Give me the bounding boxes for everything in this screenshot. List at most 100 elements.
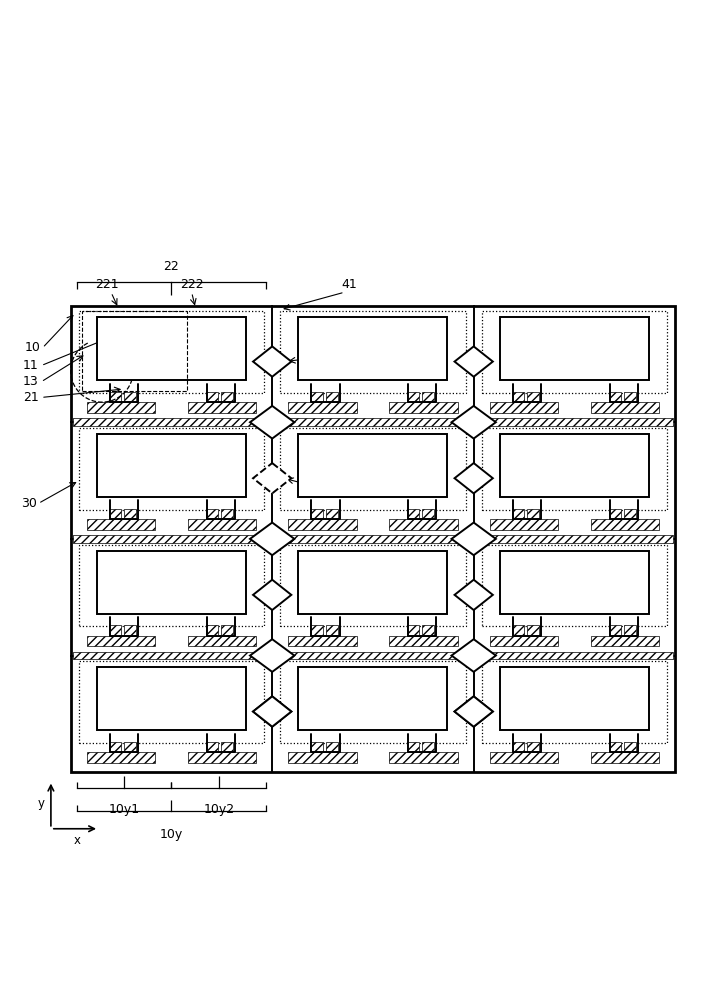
Text: 10y: 10y: [160, 828, 183, 841]
Bar: [407, 742, 419, 752]
Bar: [187, 519, 256, 530]
Bar: [624, 742, 636, 752]
Bar: [78, 428, 264, 510]
Bar: [481, 311, 667, 393]
Bar: [326, 509, 338, 519]
Bar: [221, 742, 233, 752]
Text: y: y: [37, 797, 45, 810]
Text: 22: 22: [163, 260, 180, 273]
Bar: [288, 752, 357, 763]
Bar: [500, 317, 649, 380]
Bar: [481, 428, 667, 510]
Text: 221: 221: [95, 278, 119, 291]
Polygon shape: [253, 696, 291, 727]
Bar: [280, 428, 466, 510]
Bar: [490, 636, 559, 646]
Polygon shape: [455, 696, 493, 727]
Bar: [422, 742, 434, 752]
Polygon shape: [455, 346, 493, 377]
Bar: [78, 545, 264, 626]
Bar: [310, 742, 322, 752]
Bar: [73, 535, 673, 543]
Bar: [481, 661, 667, 743]
Bar: [624, 392, 636, 402]
Text: 10y2: 10y2: [203, 803, 234, 816]
Polygon shape: [253, 463, 291, 493]
Text: 42: 42: [333, 486, 349, 499]
Bar: [280, 661, 466, 743]
Bar: [490, 752, 559, 763]
Bar: [490, 519, 559, 530]
Bar: [97, 317, 246, 380]
Bar: [78, 661, 264, 743]
Bar: [624, 625, 636, 636]
Polygon shape: [250, 406, 294, 439]
Bar: [71, 306, 675, 772]
Bar: [109, 742, 121, 752]
Bar: [310, 625, 322, 636]
Bar: [326, 625, 338, 636]
Bar: [512, 742, 524, 752]
Text: x: x: [74, 834, 81, 847]
Bar: [609, 509, 621, 519]
Bar: [512, 392, 524, 402]
Bar: [298, 667, 448, 730]
Bar: [389, 519, 457, 530]
Bar: [298, 551, 448, 614]
Bar: [590, 519, 659, 530]
Bar: [187, 752, 256, 763]
Bar: [527, 625, 539, 636]
Text: 13: 13: [23, 375, 39, 388]
Bar: [310, 509, 322, 519]
Bar: [87, 752, 156, 763]
Polygon shape: [253, 580, 291, 610]
Bar: [512, 625, 524, 636]
Bar: [422, 509, 434, 519]
Text: 21: 21: [23, 391, 39, 404]
Bar: [73, 418, 673, 426]
Bar: [124, 742, 136, 752]
Bar: [407, 625, 419, 636]
Bar: [109, 509, 121, 519]
Bar: [73, 652, 673, 659]
Text: 40: 40: [377, 341, 393, 354]
Bar: [310, 392, 322, 402]
Polygon shape: [452, 523, 496, 555]
Polygon shape: [452, 406, 496, 439]
Text: 10y1: 10y1: [109, 803, 140, 816]
Polygon shape: [253, 696, 291, 727]
Polygon shape: [455, 463, 493, 493]
Polygon shape: [250, 639, 294, 672]
Bar: [206, 509, 218, 519]
Bar: [389, 402, 457, 413]
Bar: [280, 311, 466, 393]
Bar: [527, 509, 539, 519]
Polygon shape: [253, 346, 291, 377]
Bar: [97, 551, 246, 614]
Bar: [590, 402, 659, 413]
Bar: [490, 402, 559, 413]
Text: 10: 10: [25, 341, 41, 354]
Bar: [124, 625, 136, 636]
Bar: [288, 519, 357, 530]
Bar: [326, 742, 338, 752]
Polygon shape: [455, 696, 493, 727]
Bar: [422, 625, 434, 636]
Bar: [109, 625, 121, 636]
Bar: [624, 509, 636, 519]
Text: 11: 11: [23, 359, 39, 372]
Bar: [288, 402, 357, 413]
Bar: [109, 392, 121, 402]
Text: 41: 41: [341, 278, 356, 291]
Bar: [187, 636, 256, 646]
Bar: [82, 311, 187, 391]
Bar: [609, 742, 621, 752]
Bar: [187, 402, 256, 413]
Bar: [87, 519, 156, 530]
Bar: [389, 636, 457, 646]
Text: 30: 30: [21, 497, 37, 510]
Bar: [97, 667, 246, 730]
Bar: [206, 392, 218, 402]
Bar: [609, 625, 621, 636]
Bar: [500, 434, 649, 497]
